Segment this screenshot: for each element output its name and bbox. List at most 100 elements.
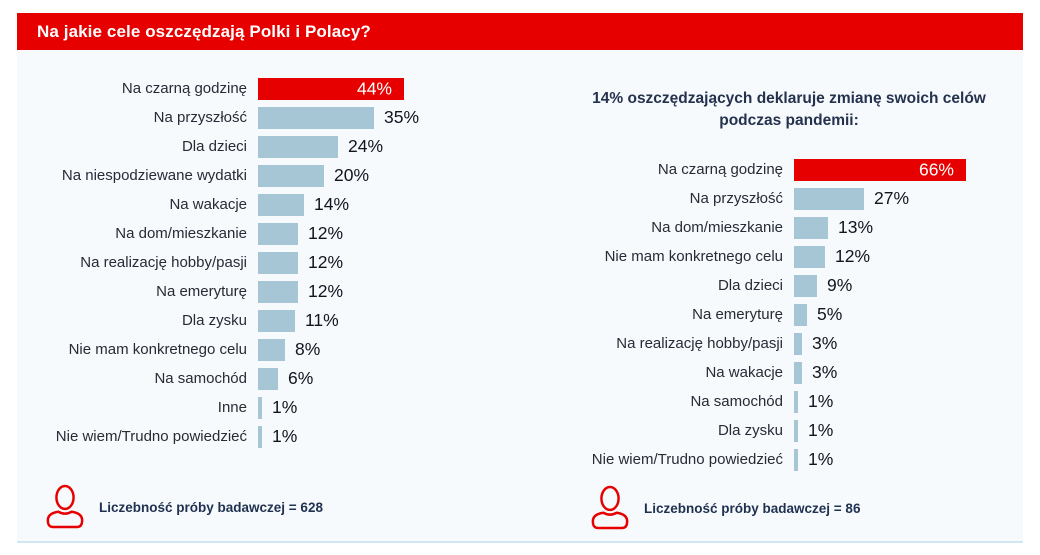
chart-row: Na samochód 6% [17, 364, 517, 393]
bar-track: 1% [258, 425, 517, 448]
bar [258, 193, 304, 216]
value-label: 1% [272, 397, 298, 417]
category-label: Na samochód [690, 393, 783, 410]
bar [794, 419, 798, 442]
chart-row: Na czarną godzinę 44% [17, 74, 517, 103]
right-sample-note: Liczebność próby badawczej = 86 [644, 500, 861, 516]
chart-row: Dla dzieci 24% [17, 132, 517, 161]
category-label: Dla zysku [717, 422, 783, 439]
value-label: 6% [288, 368, 314, 388]
bar [258, 338, 285, 361]
category-label: Na emeryturę [692, 306, 783, 323]
category-label: Dla dzieci [181, 138, 247, 155]
value-label: 14% [314, 194, 350, 214]
value-label: 20% [334, 165, 370, 185]
chart-row: Na emeryturę 12% [17, 277, 517, 306]
value-label: 1% [808, 420, 834, 440]
bar [258, 309, 295, 332]
category-label: Inne [217, 399, 247, 416]
right-chart-rows: Na czarną godzinę 66% Na przyszłość 27% Na d… [517, 155, 1021, 474]
bar [794, 303, 807, 326]
value-label: 9% [827, 275, 853, 295]
bar [258, 251, 298, 274]
chart-row: Na przyszłość 35% [17, 103, 517, 132]
chart-panel: Na czarną godzinę 44% Na przyszłość 35% Dla … [17, 50, 1023, 543]
bar [794, 187, 864, 210]
bar-track: 14% [258, 193, 517, 216]
chart-row: Na realizację hobby/pasji 12% [17, 248, 517, 277]
person-icon [46, 484, 84, 529]
bar-track: 8% [258, 338, 517, 361]
value-label: 1% [272, 426, 298, 446]
category-label: Na wakacje [169, 196, 247, 213]
chart-row: Na wakacje 14% [17, 190, 517, 219]
bar [794, 390, 798, 413]
bar [258, 222, 298, 245]
bar-track: 1% [258, 396, 517, 419]
value-label: 12% [308, 281, 344, 301]
bar-track: 27% [794, 187, 1021, 210]
infographic-page: Na jakie cele oszczędzają Polki i Polacy… [17, 13, 1023, 543]
category-label: Dla dzieci [717, 277, 783, 294]
category-label: Na dom/mieszkanie [115, 225, 247, 242]
page-title: Na jakie cele oszczędzają Polki i Polacy… [37, 21, 371, 41]
chart-row: Nie wiem/Trudno powiedzieć 1% [17, 422, 517, 451]
chart-row: Na samochód 1% [517, 387, 1021, 416]
chart-row: Na czarną godzinę 66% [517, 155, 1021, 184]
bar-track: 66% [794, 158, 1021, 181]
value-label: 44% [356, 78, 392, 98]
bar-track: 6% [258, 367, 517, 390]
chart-row: Na dom/mieszkanie 12% [17, 219, 517, 248]
bar [258, 396, 262, 419]
value-label: 24% [348, 136, 384, 156]
chart-row: Dla zysku 11% [17, 306, 517, 335]
chart-row: Na przyszłość 27% [517, 184, 1021, 213]
category-label: Na realizację hobby/pasji [616, 335, 783, 352]
bar [794, 361, 802, 384]
category-label: Dla zysku [181, 312, 247, 329]
bar [258, 425, 262, 448]
bar [258, 164, 324, 187]
right-chart-title: 14% oszczędzających deklaruje zmianę swo… [592, 90, 986, 129]
bar [794, 245, 825, 268]
chart-row: Inne 1% [17, 393, 517, 422]
category-label: Nie mam konkretnego celu [68, 341, 247, 358]
chart-row: Na niespodziewane wydatki 20% [17, 161, 517, 190]
bar-track: 1% [794, 390, 1021, 413]
person-icon [591, 485, 629, 530]
category-label: Nie wiem/Trudno powiedzieć [55, 428, 247, 445]
left-chart-rows: Na czarną godzinę 44% Na przyszłość 35% Dla … [17, 74, 517, 451]
value-label: 1% [808, 391, 834, 411]
category-label: Na przyszłość [153, 109, 247, 126]
charts-container: Na czarną godzinę 44% Na przyszłość 35% Dla … [17, 50, 1023, 541]
category-label: Na samochód [154, 370, 247, 387]
value-label: 13% [838, 217, 874, 237]
bar [258, 106, 374, 129]
chart-row: Dla dzieci 9% [517, 271, 1021, 300]
chart-row: Na dom/mieszkanie 13% [517, 213, 1021, 242]
category-label: Na przyszłość [689, 190, 783, 207]
bar-track: 24% [258, 135, 517, 158]
category-label: Na wakacje [705, 364, 783, 381]
category-label: Na czarną godzinę [657, 161, 783, 178]
chart-row: Dla zysku 1% [517, 416, 1021, 445]
value-label: 1% [808, 449, 834, 469]
value-label: 12% [308, 252, 344, 272]
category-label: Nie wiem/Trudno powiedzieć [591, 451, 783, 468]
value-label: 8% [295, 339, 321, 359]
bar [258, 367, 278, 390]
bar-track: 1% [794, 419, 1021, 442]
bar-track: 3% [794, 361, 1021, 384]
category-label: Na niespodziewane wydatki [61, 167, 247, 184]
chart-row: Na realizację hobby/pasji 3% [517, 329, 1021, 358]
bar-track: 3% [794, 332, 1021, 355]
value-label: 12% [835, 246, 871, 266]
left-chart: Na czarną godzinę 44% Na przyszłość 35% Dla … [17, 50, 517, 541]
bar [794, 448, 798, 471]
category-label: Nie mam konkretnego celu [604, 248, 783, 265]
chart-row: Na emeryturę 5% [517, 300, 1021, 329]
value-label: 3% [812, 333, 838, 353]
chart-row: Na wakacje 3% [517, 358, 1021, 387]
bar [794, 332, 802, 355]
value-label: 66% [918, 159, 954, 179]
